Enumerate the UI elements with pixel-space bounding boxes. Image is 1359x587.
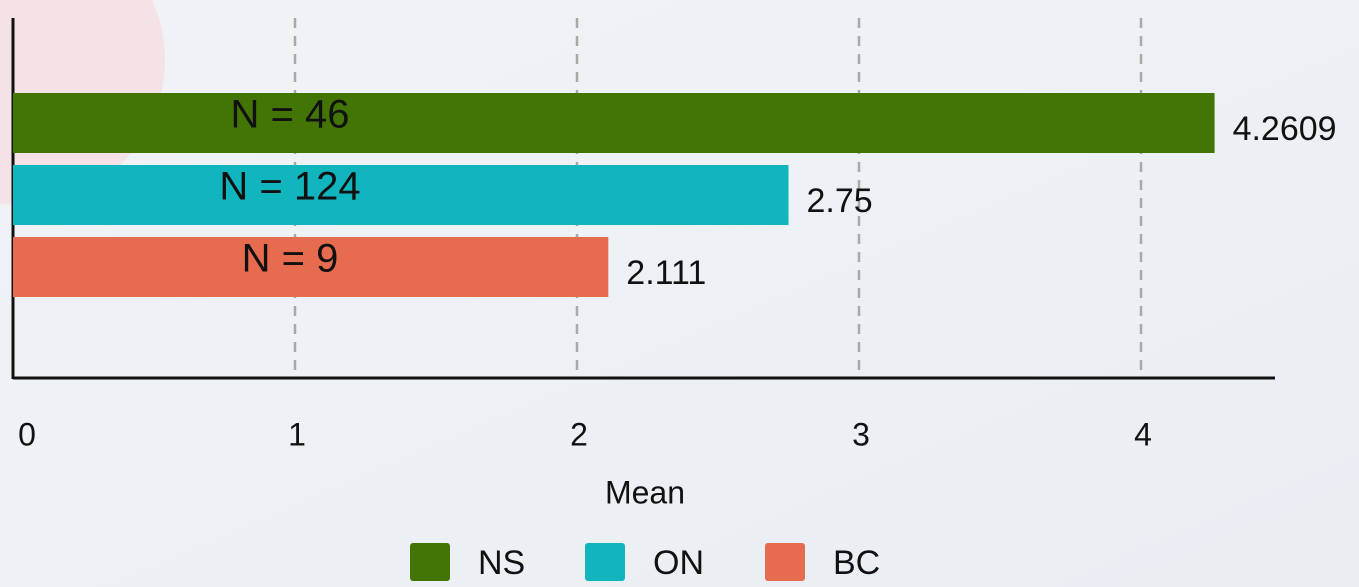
annotation: N = 46 (231, 93, 350, 137)
x-axis-label: Mean (605, 474, 685, 510)
legend-swatch (410, 543, 450, 581)
annotation: N = 9 (242, 237, 339, 281)
legend-swatch (585, 543, 625, 581)
x-tick-label: 2 (570, 416, 588, 452)
value-label: 2.111 (626, 254, 706, 292)
bar (13, 93, 1215, 153)
x-tick-label: 3 (852, 416, 870, 452)
bar (13, 165, 789, 225)
value-label: 4.2609 (1233, 110, 1337, 148)
annotation: N = 124 (219, 165, 360, 209)
legend-swatch (765, 543, 805, 581)
bar (13, 237, 609, 297)
legend-label: BC (833, 544, 880, 582)
x-tick-label: 1 (288, 416, 306, 452)
legend-label: NS (478, 544, 525, 582)
x-tick-label: 4 (1134, 416, 1152, 452)
legend-label: ON (653, 544, 704, 582)
value-label: 2.75 (807, 182, 873, 220)
x-tick-label: 0 (18, 416, 36, 452)
